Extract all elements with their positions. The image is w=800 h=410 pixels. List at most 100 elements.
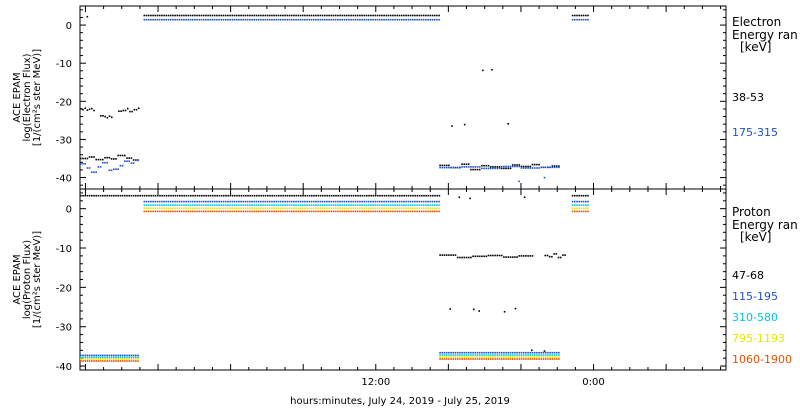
data-point xyxy=(531,351,534,354)
data-point xyxy=(310,14,313,17)
data-point xyxy=(500,354,503,356)
data-point xyxy=(242,210,245,213)
data-point xyxy=(445,166,448,169)
data-point xyxy=(350,200,352,203)
data-point xyxy=(293,200,295,203)
data-point xyxy=(93,354,95,357)
data-point xyxy=(411,18,414,21)
data-point xyxy=(414,200,416,203)
data-point xyxy=(403,14,405,17)
data-point xyxy=(555,253,558,255)
data-point xyxy=(503,165,505,168)
data-point xyxy=(207,200,209,203)
time-axis: 12:00 0:00 xyxy=(361,377,604,388)
data-point xyxy=(251,207,253,210)
data-point xyxy=(341,210,344,213)
data-point xyxy=(396,194,399,197)
data-point xyxy=(585,14,587,17)
data-point xyxy=(500,356,503,358)
data-point xyxy=(212,194,214,197)
data-point xyxy=(527,358,529,360)
data-point xyxy=(158,207,161,210)
data-point xyxy=(238,210,240,213)
data-point xyxy=(459,354,461,356)
data-point xyxy=(518,164,521,166)
data-point xyxy=(367,18,370,21)
data-point xyxy=(558,166,560,169)
data-point xyxy=(172,210,174,213)
data-point xyxy=(482,69,484,72)
data-point xyxy=(277,200,280,203)
data-point xyxy=(117,356,119,359)
data-point xyxy=(436,18,438,21)
data-point xyxy=(558,358,560,360)
data-point xyxy=(91,107,93,110)
data-point xyxy=(326,194,328,197)
data-point xyxy=(454,358,457,360)
data-point xyxy=(279,210,282,213)
data-point xyxy=(235,204,238,206)
data-point xyxy=(494,167,496,170)
data-point xyxy=(522,358,525,360)
data-point xyxy=(225,194,227,197)
data-point xyxy=(176,194,179,197)
data-point xyxy=(450,358,452,360)
data-point xyxy=(170,194,172,197)
data-point xyxy=(238,18,240,21)
data-point xyxy=(91,194,93,197)
data-point xyxy=(439,164,441,167)
data-point xyxy=(392,204,394,206)
data-point xyxy=(330,204,333,206)
data-point xyxy=(409,14,412,17)
data-point xyxy=(370,18,372,21)
data-point xyxy=(354,14,357,17)
data-point xyxy=(372,194,375,197)
data-point xyxy=(117,360,119,362)
data-point xyxy=(529,354,532,356)
data-point xyxy=(205,194,207,197)
data-point xyxy=(273,207,275,210)
data-point xyxy=(396,200,399,203)
data-point xyxy=(441,356,444,358)
data-point xyxy=(222,204,225,206)
data-point xyxy=(452,354,455,356)
data-point xyxy=(463,123,466,126)
data-point xyxy=(529,351,532,354)
data-point xyxy=(514,256,516,258)
data-point xyxy=(161,14,163,17)
data-point xyxy=(132,162,135,164)
data-point xyxy=(178,200,181,203)
data-point xyxy=(271,204,273,206)
data-point xyxy=(249,210,251,213)
data-point xyxy=(326,14,328,17)
data-point xyxy=(405,204,407,206)
data-point xyxy=(359,207,361,210)
data-point xyxy=(257,14,260,17)
data-point xyxy=(403,204,405,206)
data-point xyxy=(531,354,534,356)
data-point xyxy=(518,255,521,257)
data-point xyxy=(350,210,352,213)
data-point xyxy=(317,207,319,210)
data-point xyxy=(82,108,84,111)
data-point xyxy=(540,354,543,356)
y-tick-label: -40 xyxy=(56,174,72,185)
legend-entry: 1060-1900 xyxy=(732,353,792,366)
data-point xyxy=(194,207,196,210)
data-point xyxy=(253,210,256,213)
data-point xyxy=(255,200,258,203)
data-point xyxy=(392,14,394,17)
data-point xyxy=(361,18,363,21)
data-point xyxy=(205,200,207,203)
data-point xyxy=(150,204,152,206)
data-point xyxy=(514,307,517,310)
data-point xyxy=(529,165,532,168)
data-point xyxy=(191,14,194,17)
data-point xyxy=(558,165,560,167)
data-point xyxy=(518,354,521,356)
data-point xyxy=(392,207,394,210)
data-point xyxy=(205,204,207,206)
data-point xyxy=(405,194,408,197)
data-point xyxy=(478,166,481,168)
data-point xyxy=(163,204,165,206)
